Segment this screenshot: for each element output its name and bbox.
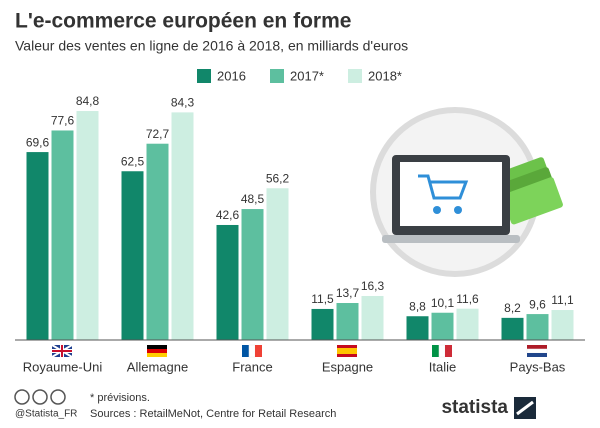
- cc-icons: [14, 389, 66, 405]
- data-label: 10,1: [431, 296, 455, 310]
- bar: [76, 111, 99, 340]
- bar: [266, 188, 289, 340]
- chart-title: L'e-commerce européen en forme: [15, 10, 351, 33]
- legend-label: 2017*: [290, 68, 324, 83]
- bar: [336, 303, 359, 340]
- bar: [121, 171, 144, 340]
- data-label: 8,2: [504, 301, 521, 315]
- bar: [216, 224, 239, 340]
- bar: [456, 308, 479, 340]
- bar: [311, 308, 334, 340]
- credit: @Statista_FR: [15, 409, 77, 420]
- data-label: 56,2: [266, 171, 290, 185]
- data-label: 72,7: [146, 127, 170, 141]
- chart-subtitle: Valeur des ventes en ligne de 2016 à 201…: [15, 38, 408, 54]
- data-label: 11,5: [311, 292, 334, 306]
- bar: [431, 312, 454, 340]
- legend-label: 2018*: [368, 68, 402, 83]
- data-label: 16,3: [361, 279, 385, 293]
- legend-label: 2016: [217, 68, 246, 83]
- data-label: 11,1: [551, 293, 574, 307]
- data-label: 77,6: [51, 114, 75, 128]
- data-label: 62,5: [121, 154, 145, 168]
- x-tick-label: France: [232, 359, 272, 374]
- data-label: 11,6: [456, 292, 479, 306]
- bar: [26, 152, 49, 340]
- bar: [526, 314, 549, 340]
- brand-logo: [514, 397, 536, 419]
- bar: [361, 295, 384, 340]
- x-tick-label: Pays-Bas: [510, 359, 566, 374]
- bar: [171, 112, 194, 340]
- brand: statista: [441, 397, 508, 418]
- illustration: [370, 107, 563, 277]
- data-label: 13,7: [336, 286, 360, 300]
- source: Sources : RetailMeNot, Centre for Retail…: [90, 408, 336, 420]
- x-tick-label: Royaume-Uni: [23, 359, 103, 374]
- flags: [51, 344, 548, 358]
- x-tick-label: Espagne: [322, 359, 373, 374]
- legend-swatch: [270, 69, 284, 83]
- data-label: 69,6: [26, 135, 50, 149]
- x-tick-label: Italie: [429, 359, 456, 374]
- data-label: 48,5: [241, 192, 265, 206]
- bar: [551, 310, 574, 340]
- data-label: 84,3: [171, 96, 195, 110]
- bar: [406, 316, 429, 340]
- data-label: 9,6: [529, 297, 546, 311]
- bar: [501, 317, 524, 340]
- bar: [51, 130, 74, 340]
- legend-swatch: [348, 69, 362, 83]
- legend-swatch: [197, 69, 211, 83]
- data-label: 8,8: [409, 299, 426, 313]
- bar: [146, 143, 169, 340]
- data-label: 84,8: [76, 94, 100, 108]
- bar: [241, 209, 264, 340]
- data-label: 42,6: [216, 208, 240, 222]
- x-tick-label: Allemagne: [127, 359, 188, 374]
- footnote: * prévisions.: [90, 392, 150, 404]
